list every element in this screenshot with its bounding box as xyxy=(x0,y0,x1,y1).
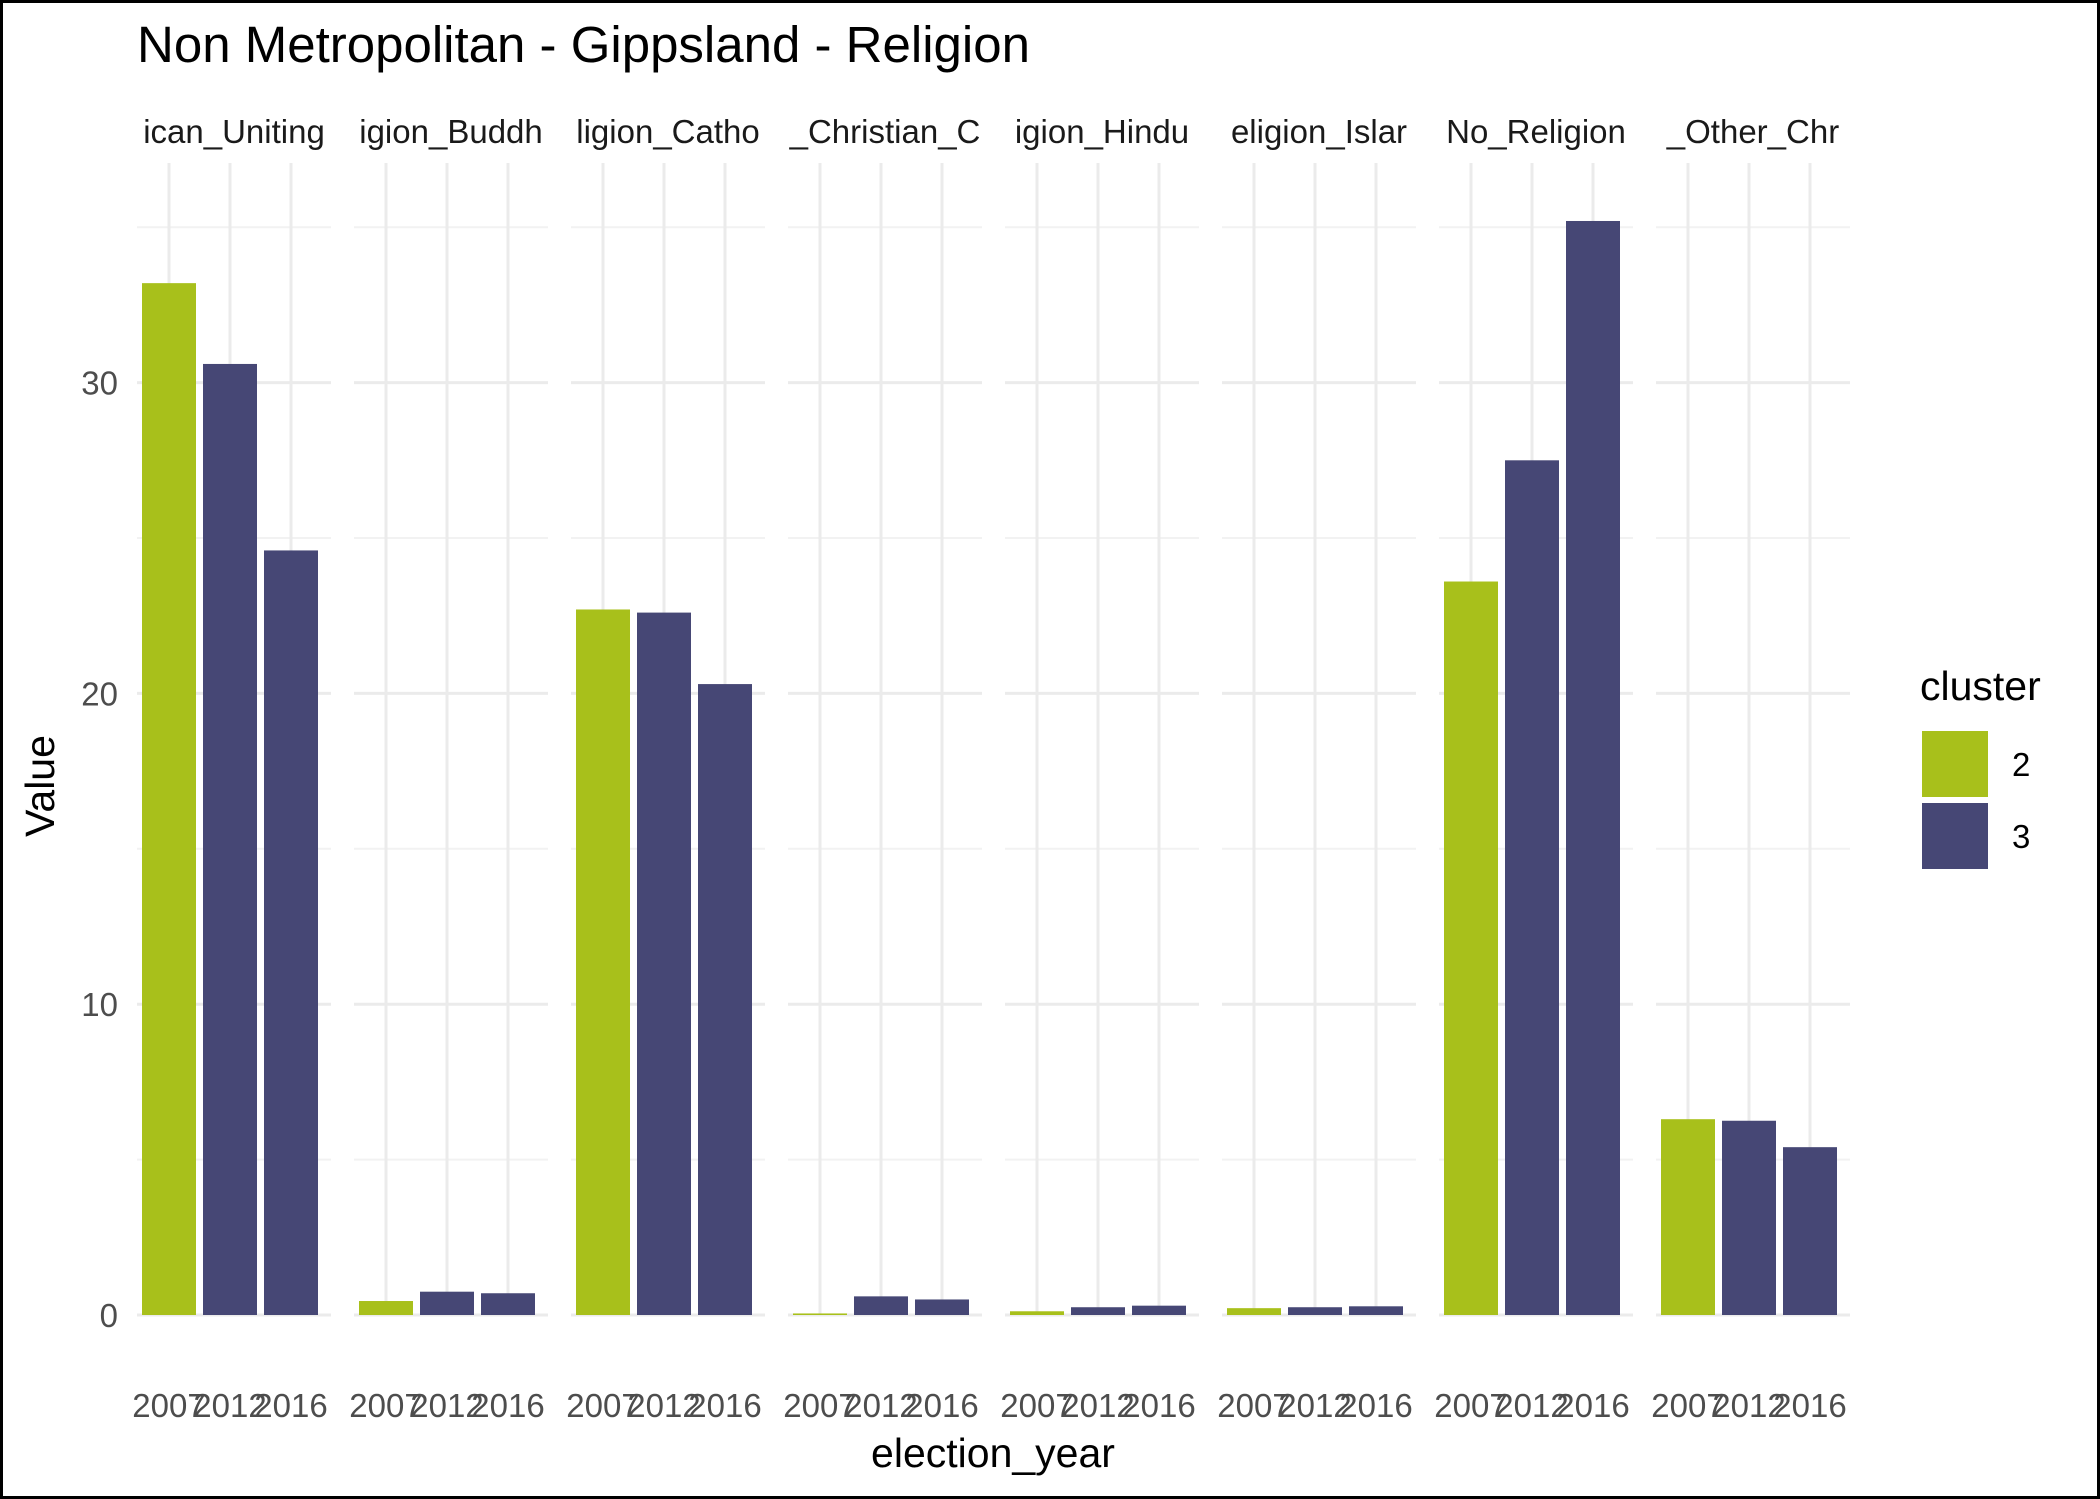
bar xyxy=(359,1301,413,1315)
bar xyxy=(1444,581,1498,1315)
legend-key xyxy=(1922,731,1988,797)
y-axis-title: Value xyxy=(17,735,63,837)
x-tick-label: 2007 xyxy=(1434,1387,1507,1424)
x-tick-label: 2007 xyxy=(132,1387,205,1424)
x-tick-label: 2016 xyxy=(1122,1387,1195,1424)
facet-panels: 200720122016ican_Uniting200720122016igio… xyxy=(132,113,1850,1424)
x-tick-label: 2016 xyxy=(905,1387,978,1424)
x-tick-label: 2016 xyxy=(471,1387,544,1424)
facet-strip-label: ligion_Catho xyxy=(576,113,759,150)
y-tick-label: 30 xyxy=(81,365,118,402)
x-tick-label: 2012 xyxy=(627,1387,700,1424)
facet-strip-label: eligion_Islar xyxy=(1231,113,1407,150)
bar xyxy=(1661,1119,1715,1315)
x-tick-label: 2016 xyxy=(1339,1387,1412,1424)
x-tick-label: 2012 xyxy=(1278,1387,1351,1424)
y-tick-label: 20 xyxy=(81,675,118,712)
facet-strip-label: _Other_Chr xyxy=(1666,113,1839,150)
x-tick-label: 2016 xyxy=(254,1387,327,1424)
bar xyxy=(793,1313,847,1315)
bar xyxy=(264,550,318,1315)
bar xyxy=(1132,1305,1186,1315)
legend-label: 2 xyxy=(2012,746,2030,783)
bar xyxy=(1349,1306,1403,1315)
facet-strip-label: No_Religion xyxy=(1446,113,1626,150)
bar xyxy=(915,1299,969,1315)
y-axis-ticks: 0 10 20 30 xyxy=(81,365,118,1334)
bar xyxy=(637,612,691,1315)
bar xyxy=(420,1291,474,1315)
legend-key xyxy=(1922,803,1988,869)
facet-strip-label: _Christian_C xyxy=(789,113,981,150)
facet-strip-label: ican_Uniting xyxy=(143,113,325,150)
x-tick-label: 2007 xyxy=(349,1387,422,1424)
x-tick-label: 2012 xyxy=(410,1387,483,1424)
bar xyxy=(1783,1147,1837,1315)
chart-title: Non Metropolitan - Gippsland - Religion xyxy=(137,16,1030,73)
x-tick-label: 2012 xyxy=(1061,1387,1134,1424)
x-axis-title: election_year xyxy=(871,1430,1115,1476)
bar xyxy=(1010,1311,1064,1315)
x-tick-label: 2016 xyxy=(1773,1387,1846,1424)
bar xyxy=(1722,1120,1776,1315)
bar xyxy=(481,1293,535,1315)
bar xyxy=(1288,1307,1342,1315)
legend-title: cluster xyxy=(1920,663,2041,709)
y-tick-label: 10 xyxy=(81,986,118,1023)
x-tick-label: 2012 xyxy=(193,1387,266,1424)
facet-strip-label: igion_Buddh xyxy=(359,113,543,150)
bar xyxy=(576,609,630,1315)
y-tick-label: 0 xyxy=(100,1297,118,1334)
x-tick-label: 2012 xyxy=(1495,1387,1568,1424)
x-tick-label: 2012 xyxy=(1712,1387,1785,1424)
bar xyxy=(1227,1308,1281,1315)
bar xyxy=(203,363,257,1315)
x-tick-label: 2007 xyxy=(1000,1387,1073,1424)
x-tick-label: 2016 xyxy=(688,1387,761,1424)
x-tick-label: 2016 xyxy=(1556,1387,1629,1424)
facet-strip-label: igion_Hindu xyxy=(1015,113,1189,150)
x-tick-label: 2012 xyxy=(844,1387,917,1424)
bar xyxy=(1505,460,1559,1315)
bar xyxy=(1566,220,1620,1315)
bar xyxy=(854,1296,908,1315)
x-tick-label: 2007 xyxy=(1217,1387,1290,1424)
legend: cluster 2 3 xyxy=(1920,663,2041,869)
x-tick-label: 2007 xyxy=(566,1387,639,1424)
bar xyxy=(1071,1307,1125,1315)
bar xyxy=(698,684,752,1315)
bar xyxy=(142,283,196,1315)
x-tick-label: 2007 xyxy=(1651,1387,1724,1424)
legend-label: 3 xyxy=(2012,818,2030,855)
x-tick-label: 2007 xyxy=(783,1387,856,1424)
